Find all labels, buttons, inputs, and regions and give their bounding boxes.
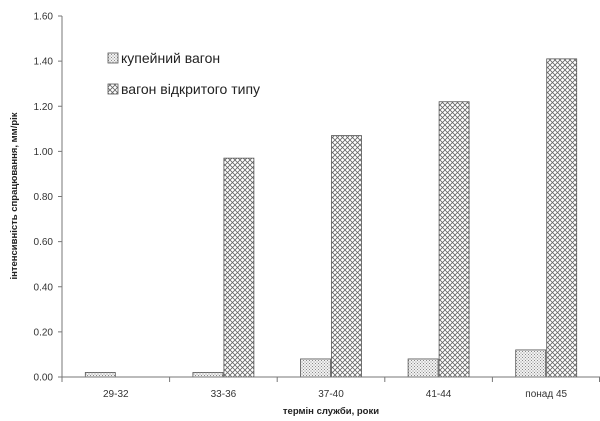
y-axis-title: інтенсивність спрацювання, мм/рік xyxy=(9,112,20,279)
bar-series-1 xyxy=(192,372,224,378)
x-axis-ticks: 29-32 33-36 37-40 41-44 понад 45 xyxy=(61,377,600,400)
y-tick-label: 0.00 xyxy=(34,373,54,384)
x-tick-label: 37-40 xyxy=(318,389,344,400)
bar-series-1 xyxy=(300,358,331,378)
bar-series-1 xyxy=(84,372,116,378)
bar-series-1 xyxy=(407,358,439,378)
x-tick-label: 41-44 xyxy=(426,389,452,400)
y-tick-label: 1.00 xyxy=(34,147,54,158)
y-tick-label: 1.60 xyxy=(34,12,54,23)
bar-series-2 xyxy=(438,101,470,378)
x-axis-title: термін служби, роки xyxy=(283,406,379,417)
y-tick-label: 1.40 xyxy=(34,57,54,68)
legend-label-series-1: купейний вагон xyxy=(121,50,220,66)
x-tick-label: 33-36 xyxy=(211,389,237,400)
y-tick-label: 1.20 xyxy=(34,102,54,113)
legend-swatch-series-1 xyxy=(107,52,119,64)
bar-series-2 xyxy=(331,135,362,378)
y-axis-ticks: 0.00 0.20 0.40 0.60 0.80 1.00 1.20 1.40 1.60 xyxy=(34,12,62,384)
legend: купейний вагон вагон відкритого типу xyxy=(107,50,260,97)
bar-series-2 xyxy=(546,58,578,378)
bar-series-1 xyxy=(515,349,547,378)
y-tick-label: 0.40 xyxy=(34,282,54,293)
y-tick-label: 0.60 xyxy=(34,237,54,248)
y-tick-label: 0.20 xyxy=(34,327,54,338)
y-tick-label: 0.80 xyxy=(34,192,54,203)
x-tick-label: понад 45 xyxy=(525,389,567,400)
bars xyxy=(84,58,578,378)
legend-item-series-2: вагон відкритого типу xyxy=(107,81,260,97)
legend-swatch-series-2 xyxy=(107,83,119,95)
bar-series-2 xyxy=(223,157,255,378)
legend-label-series-2: вагон відкритого типу xyxy=(121,81,260,97)
legend-item-series-1: купейний вагон xyxy=(107,50,220,66)
x-tick-label: 29-32 xyxy=(103,389,129,400)
